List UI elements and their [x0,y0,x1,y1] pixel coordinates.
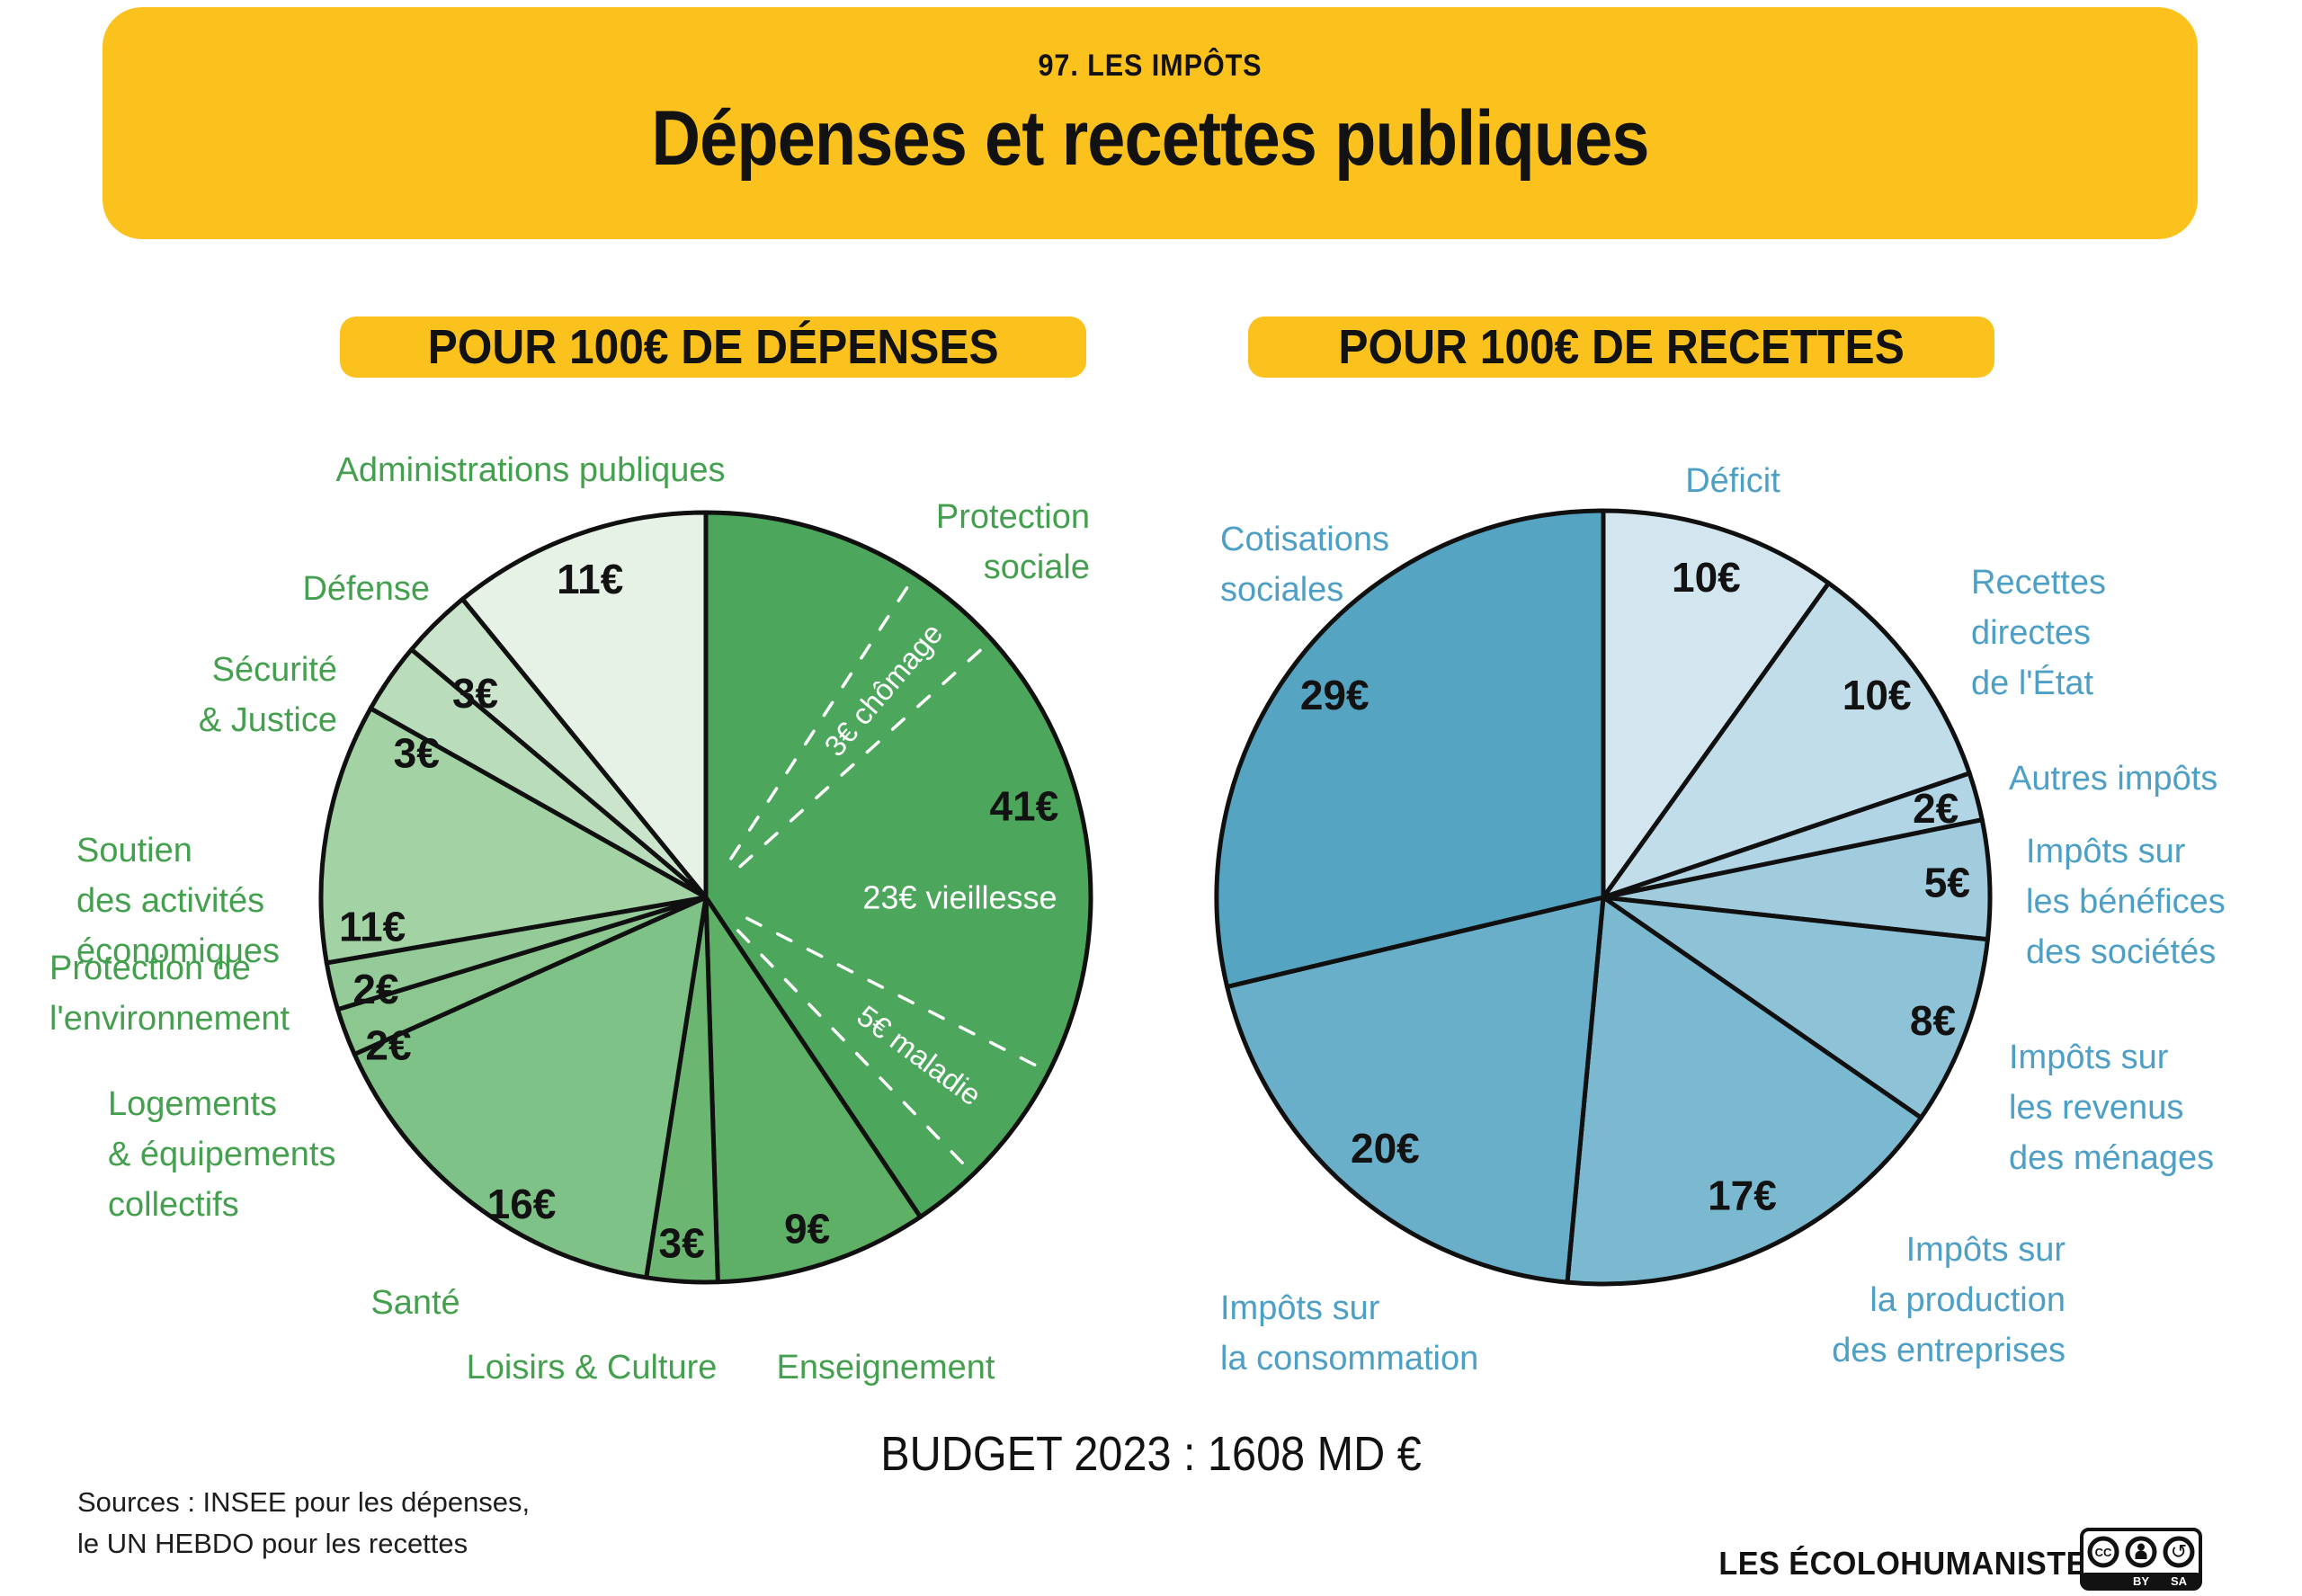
by-person-body [2135,1550,2147,1559]
cc-license-badge: CC ↺ BY SA [2080,1528,2202,1591]
sources-line-1: Sources : INSEE pour les dépenses, [77,1486,531,1518]
value-label-defense: 3€ [452,670,498,717]
cc-icon-label: CC [2095,1546,2112,1559]
value-label-impots-sur-les-benefices-des-societes: 5€ [1924,859,1970,905]
value-label-impots-sur-la-production-des-entreprises: 17€ [1708,1172,1777,1218]
header-band: 97. LES IMPÔTS Dépenses et recettes publ… [103,7,2198,239]
value-label-enseignement: 9€ [784,1205,830,1252]
value-label-securite-justice: 3€ [394,730,440,777]
value-label-sante: 16€ [487,1181,557,1227]
by-label: BY [2133,1574,2149,1588]
pie-slice-recettes-directes-de-l-etat [1601,581,1972,900]
value-label-loisirs-culture: 3€ [659,1219,705,1266]
page-title: Dépenses et recettes publiques [651,95,1649,182]
pie-slice-impots-sur-la-consommation [1225,895,1606,1285]
pie-slice-soutien-des-activites-economiques [318,706,709,966]
value-label-recettes-directes-de-l-etat: 10€ [1842,672,1912,718]
value-label-deficit: 10€ [1672,554,1741,601]
cc-icon [2087,1536,2119,1568]
section-title-recettes: POUR 100€ DE RECETTES [1248,317,1994,378]
value-label-administrations-publiques: 11€ [557,556,623,602]
sa-arrow-glyph: ↺ [2171,1540,2187,1563]
budget-total: BUDGET 2023 : 1608 MD € [880,1427,1422,1481]
value-label-autres-impots: 2€ [1913,785,1958,832]
by-person-head [2137,1543,2145,1551]
pie-slice-administrations-publiques [460,510,709,900]
pie-slice-enseignement [703,895,923,1285]
pie-slice-sante [352,895,709,1280]
kicker: 97. LES IMPÔTS [1038,49,1263,83]
pie-slice-protection-sociale [703,510,1093,1219]
pie-slice-impots-sur-la-production-des-entreprises [1565,895,1923,1287]
value-label-cotisations-sociales: 29€ [1300,672,1370,718]
sub-label-23-vieillesse: 23€ vieillesse [862,879,1057,916]
value-label-protection-de-l-environnement: 2€ [352,966,398,1012]
pie-slice-deficit [1601,508,1832,900]
section-title-depenses: POUR 100€ DE DÉPENSES [340,317,1086,378]
value-label-impots-sur-la-consommation: 20€ [1351,1125,1420,1172]
value-label-impots-sur-les-revenus-des-menages: 8€ [1910,997,1956,1044]
sa-label: SA [2171,1574,2188,1588]
section-title-depenses-label: POUR 100€ DE DÉPENSES [427,320,999,374]
value-label-protection-sociale: 41€ [989,783,1058,830]
sources-line-2: le UN HEBDO pour les recettes [77,1528,468,1559]
pie-slice-cotisations-sociales [1214,508,1606,989]
value-label-soutien-des-activites-economiques: 11€ [339,903,406,950]
section-title-recettes-label: POUR 100€ DE RECETTES [1338,320,1905,374]
sa-arrow-icon [2163,1536,2195,1568]
brand-name: LES ÉCOLOHUMANISTES [1718,1545,2109,1582]
cc-badge-strip [2082,1573,2200,1589]
value-label-logements-equipements-collectifs: 2€ [365,1022,411,1069]
pie-slice-impots-sur-les-revenus-des-menages [1601,895,1990,1120]
sources-note: Sources : INSEE pour les dépenses, le UN… [77,1482,530,1565]
